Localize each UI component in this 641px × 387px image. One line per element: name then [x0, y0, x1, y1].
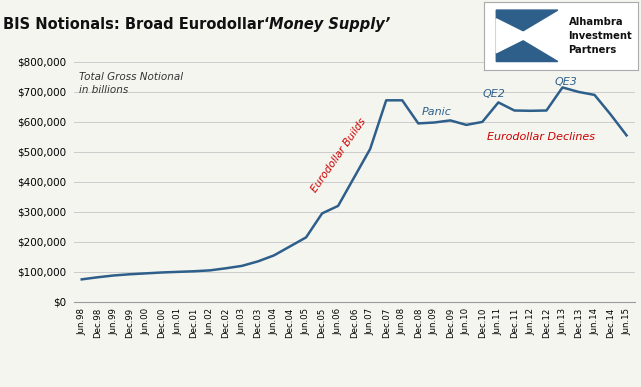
Text: Panic: Panic [422, 106, 451, 116]
Text: Eurodollar Builds: Eurodollar Builds [309, 116, 368, 194]
Text: Alhambra
Investment
Partners: Alhambra Investment Partners [569, 17, 632, 55]
Text: Total Gross Notional
in billions: Total Gross Notional in billions [79, 72, 183, 95]
Text: BIS Notionals: Broad Eurodollar‘: BIS Notionals: Broad Eurodollar‘ [3, 17, 269, 33]
Polygon shape [496, 10, 558, 62]
Text: Eurodollar Declines: Eurodollar Declines [487, 132, 595, 142]
Text: QE3: QE3 [554, 77, 578, 87]
Text: Money Supply’: Money Supply’ [269, 17, 390, 33]
Polygon shape [496, 19, 530, 53]
Text: QE2: QE2 [482, 89, 505, 99]
